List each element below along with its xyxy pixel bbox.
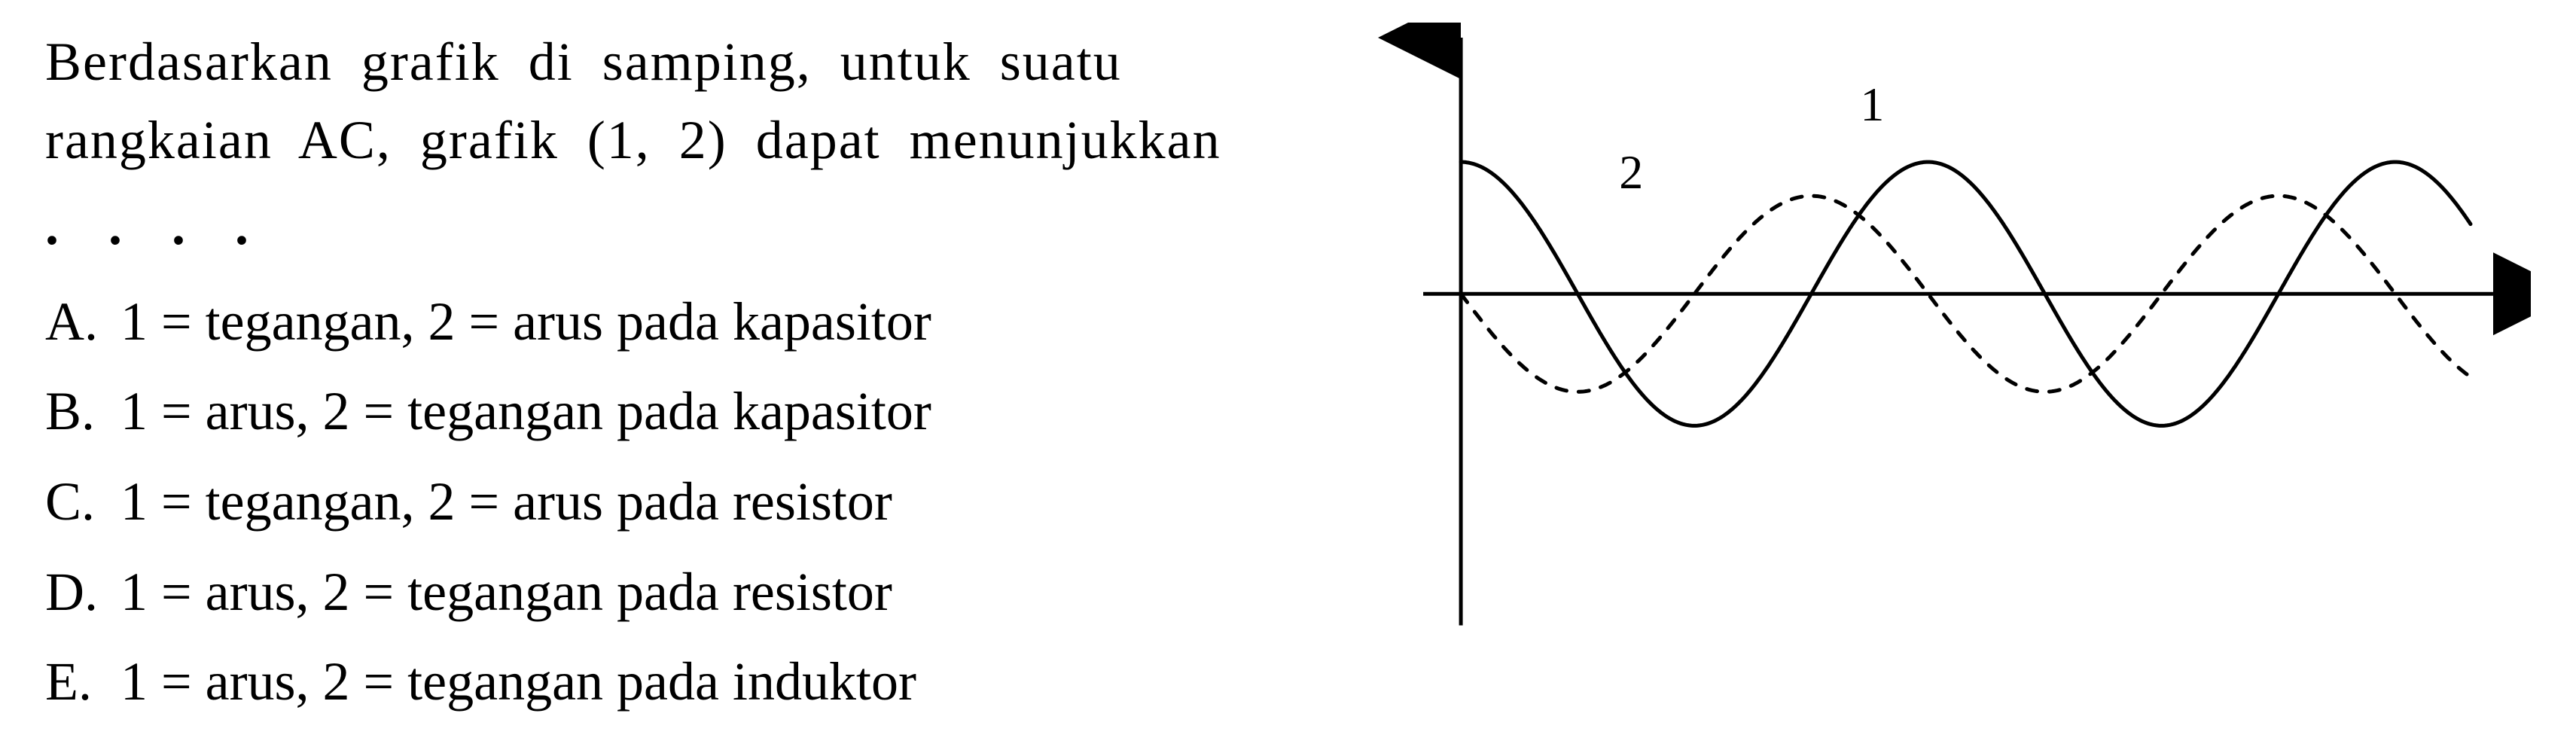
option-d: D. 1 = arus, 2 = tegangan pada resistor	[45, 550, 1318, 635]
series-label-curve2: 2	[1619, 145, 1643, 199]
options-list: A. 1 = tegangan, 2 = arus pada kapasitor…	[45, 280, 1318, 724]
option-body: 1 = arus, 2 = tegangan pada resistor	[120, 550, 1318, 635]
option-letter: B.	[45, 370, 120, 454]
waveform-chart: x 1 2	[1363, 23, 2531, 730]
x-axis-label: x	[2504, 270, 2526, 323]
page-container: Berdasarkan grafik di samping, untuk sua…	[0, 0, 2576, 753]
question-dots: . . . .	[45, 195, 1318, 258]
option-letter: C.	[45, 460, 120, 544]
question-line-1: Berdasarkan grafik di samping, untuk sua…	[45, 23, 1318, 101]
option-body: 1 = tegangan, 2 = arus pada resistor	[120, 460, 1318, 544]
option-body: 1 = arus, 2 = tegangan pada induktor	[120, 640, 1318, 724]
option-letter: A.	[45, 280, 120, 364]
option-b: B. 1 = arus, 2 = tegangan pada kapasitor	[45, 370, 1318, 454]
series-label-curve1: 1	[1860, 78, 1884, 131]
option-body: 1 = arus, 2 = tegangan pada kapasitor	[120, 370, 1318, 454]
chart-column: x 1 2	[1363, 23, 2531, 730]
option-a: A. 1 = tegangan, 2 = arus pada kapasitor	[45, 280, 1318, 364]
option-letter: D.	[45, 550, 120, 635]
option-body: 1 = tegangan, 2 = arus pada kapasitor	[120, 280, 1318, 364]
question-text: Berdasarkan grafik di samping, untuk sua…	[45, 23, 1318, 180]
question-column: Berdasarkan grafik di samping, untuk sua…	[45, 23, 1363, 730]
option-c: C. 1 = tegangan, 2 = arus pada resistor	[45, 460, 1318, 544]
option-letter: E.	[45, 640, 120, 724]
question-line-2: rangkaian AC, grafik (1, 2) dapat menunj…	[45, 101, 1318, 179]
option-e: E. 1 = arus, 2 = tegangan pada induktor	[45, 640, 1318, 724]
